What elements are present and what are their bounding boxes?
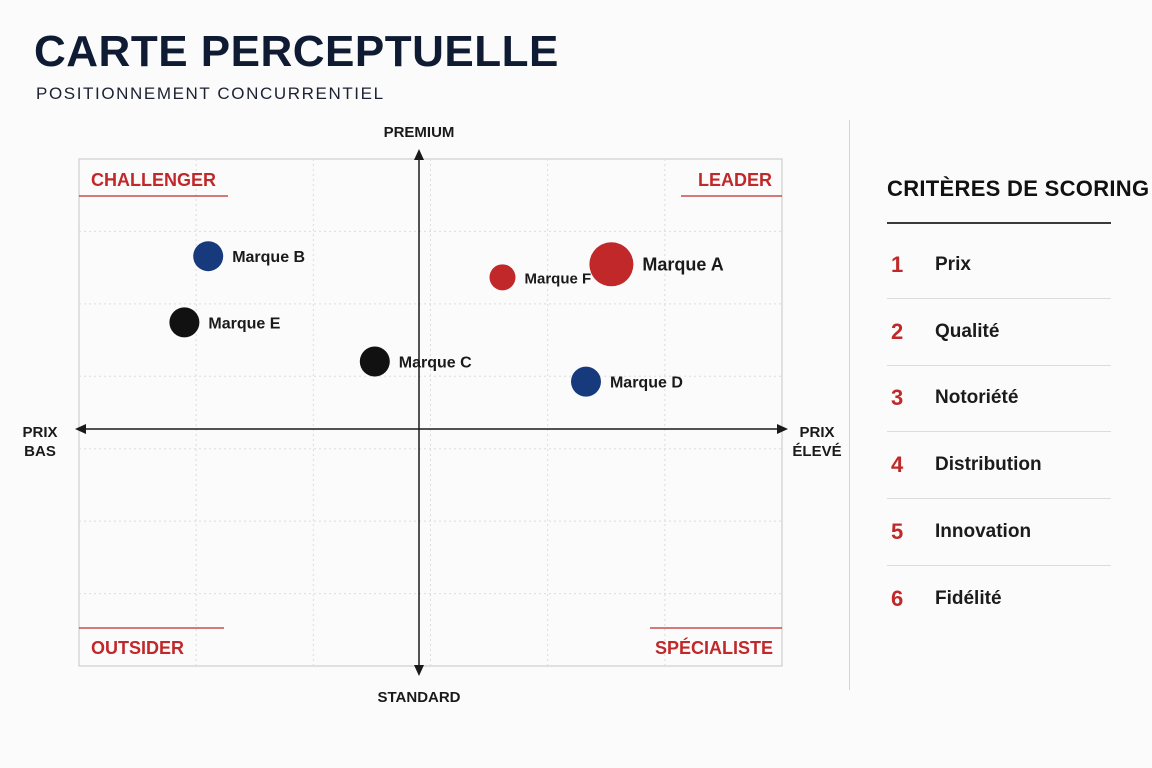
perceptual-map: PREMIUM STANDARD PRIX BAS PRIX ÉLEVÉ CHALLENGE…: [22, 124, 841, 706]
arrow-right-icon: [777, 424, 788, 434]
criteria-item: 6 Fidélité: [887, 566, 1111, 633]
quadrant-label-outsider: OUTSIDER: [91, 638, 184, 658]
quadrant-label-challenger: CHALLENGER: [91, 170, 216, 190]
arrow-down-icon: [414, 665, 424, 676]
x-axis-left-label-line1: PRIX: [22, 424, 57, 441]
panel-divider: [849, 120, 850, 690]
brand-point: [169, 307, 200, 338]
brand-point: [589, 242, 634, 287]
brand-point: [489, 264, 516, 291]
brand-point: [193, 241, 224, 272]
y-axis-top-label: PREMIUM: [384, 124, 455, 141]
brand-label: Marque B: [232, 249, 305, 266]
criteria-number: 2: [891, 318, 904, 344]
quadrant-label-specialiste: SPÉCIALISTE: [655, 637, 773, 658]
criteria-list: 1 Prix 2 Qualité 3 Notoriété 4 Distribut…: [887, 232, 1111, 633]
criteria-number: 6: [891, 586, 904, 612]
arrow-up-icon: [414, 149, 424, 160]
arrow-left-icon: [75, 424, 86, 434]
brand-point: [570, 366, 601, 397]
brand-point: [359, 346, 390, 377]
criteria-item: 3 Notoriété: [887, 366, 1111, 433]
criteria-title-rule: [887, 222, 1111, 224]
brand-label: Marque E: [208, 315, 280, 332]
brand-label: Marque F: [524, 270, 591, 287]
criteria-label: Innovation: [935, 521, 1032, 543]
x-axis-right-label-line2: ÉLEVÉ: [792, 443, 841, 460]
x-axis-left-label-line2: BAS: [24, 443, 56, 460]
criteria-item: 1 Prix: [887, 232, 1111, 299]
criteria-label: Distribution: [935, 454, 1042, 476]
page-title: CARTE PERCEPTUELLE: [34, 27, 559, 76]
brand-label: Marque D: [610, 375, 683, 392]
criteria-item: 5 Innovation: [887, 499, 1111, 566]
criteria-label: Prix: [935, 253, 971, 275]
quadrant-label-leader: LEADER: [698, 170, 772, 190]
criteria-label: Qualité: [935, 320, 1000, 342]
criteria-number: 3: [891, 385, 904, 411]
brand-label: Marque A: [642, 254, 723, 274]
criteria-label: Fidélité: [935, 588, 1002, 610]
criteria-title: CRITÈRES DE SCORING: [887, 176, 1150, 201]
brand-label: Marque C: [399, 355, 472, 372]
criteria-number: 4: [891, 452, 904, 478]
criteria-label: Notoriété: [935, 387, 1019, 409]
x-axis-right-label-line1: PRIX: [799, 424, 834, 441]
y-axis-bottom-label: STANDARD: [377, 689, 460, 706]
criteria-number: 1: [891, 251, 904, 277]
criteria-number: 5: [891, 519, 904, 545]
criteria-item: 4 Distribution: [887, 432, 1111, 500]
page-subtitle: POSITIONNEMENT CONCURRENTIEL: [36, 84, 385, 103]
criteria-item: 2 Qualité: [887, 299, 1111, 366]
